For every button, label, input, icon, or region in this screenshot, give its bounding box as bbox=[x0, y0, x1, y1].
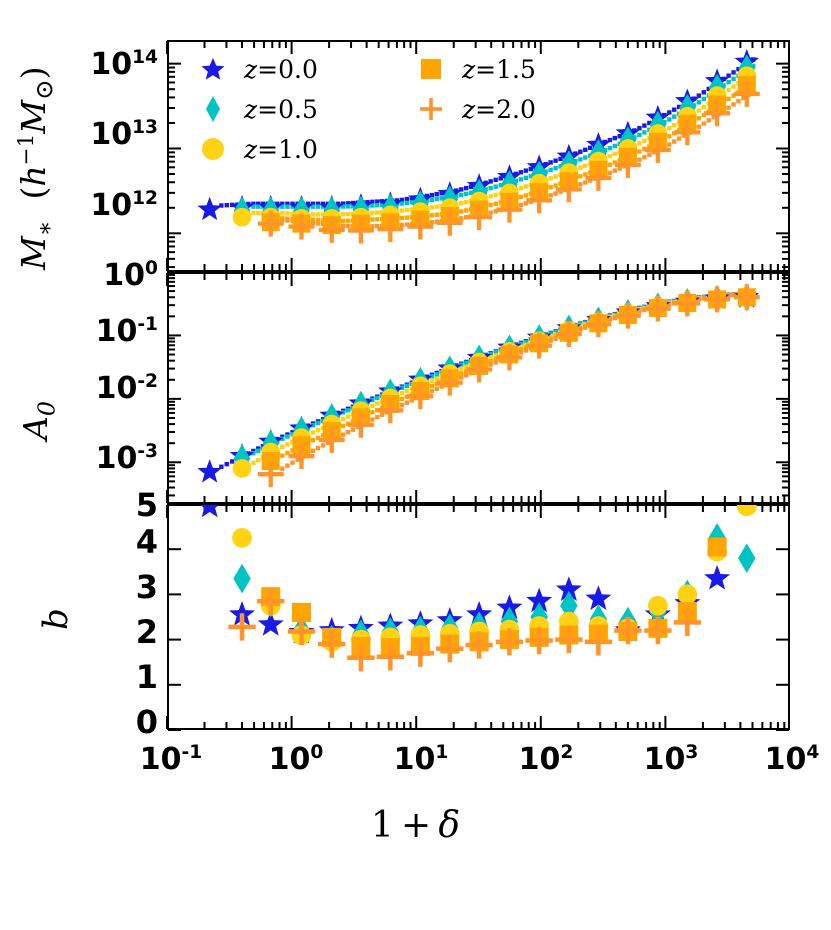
xtick-1e4: 104 bbox=[764, 742, 820, 777]
bot-panel-ylabel: b bbox=[36, 608, 76, 630]
mid-ytick-1em1: 10-1 bbox=[95, 314, 158, 349]
top-ytick-1e14: 1014 bbox=[90, 47, 158, 82]
mid-ytick-1e0: 100 bbox=[103, 258, 158, 293]
plus-icon bbox=[414, 94, 448, 124]
legend-label-z15: z=1.5 bbox=[462, 54, 536, 84]
legend: z=0.0 z=0.5 z=1.0 z=1.5 z=2.0 bbox=[196, 52, 536, 172]
star-icon bbox=[196, 54, 230, 84]
legend-entry-z2[interactable]: z=2.0 bbox=[414, 92, 536, 126]
xtick-1e0: 100 bbox=[268, 742, 324, 777]
legend-label-z2: z=2.0 bbox=[462, 94, 536, 124]
x-axis-label: 1 + δ bbox=[370, 805, 461, 846]
legend-label-z1: z=1.0 bbox=[244, 134, 318, 164]
bot-ytick-5: 5 bbox=[135, 486, 158, 524]
legend-entry-z15[interactable]: z=1.5 bbox=[414, 52, 536, 86]
top-ytick-1e13: 1013 bbox=[90, 117, 158, 152]
mid-ytick-1em2: 10-2 bbox=[95, 371, 158, 406]
bot-ytick-0: 0 bbox=[135, 703, 158, 741]
xtick-1e1: 101 bbox=[393, 742, 449, 777]
bot-ytick-3: 3 bbox=[135, 568, 158, 606]
legend-label-z0: z=0.0 bbox=[244, 54, 318, 84]
diamond-icon bbox=[196, 94, 230, 124]
xtick-1e3: 103 bbox=[643, 742, 699, 777]
square-icon bbox=[414, 54, 448, 84]
legend-entry-z1[interactable]: z=1.0 bbox=[196, 132, 318, 166]
mid-ytick-1em3: 10-3 bbox=[95, 441, 158, 476]
xtick-1em1: 10-1 bbox=[139, 742, 203, 777]
legend-label-z05: z=0.5 bbox=[244, 94, 318, 124]
bot-ytick-4: 4 bbox=[135, 523, 158, 561]
circle-icon bbox=[196, 134, 230, 164]
xtick-1e2: 102 bbox=[518, 742, 574, 777]
bot-ytick-1: 1 bbox=[135, 658, 158, 696]
bot-ytick-2: 2 bbox=[135, 613, 158, 651]
legend-entry-z05[interactable]: z=0.5 bbox=[196, 92, 318, 126]
top-ytick-1e12: 1012 bbox=[90, 188, 158, 223]
legend-entry-z0[interactable]: z=0.0 bbox=[196, 52, 318, 86]
